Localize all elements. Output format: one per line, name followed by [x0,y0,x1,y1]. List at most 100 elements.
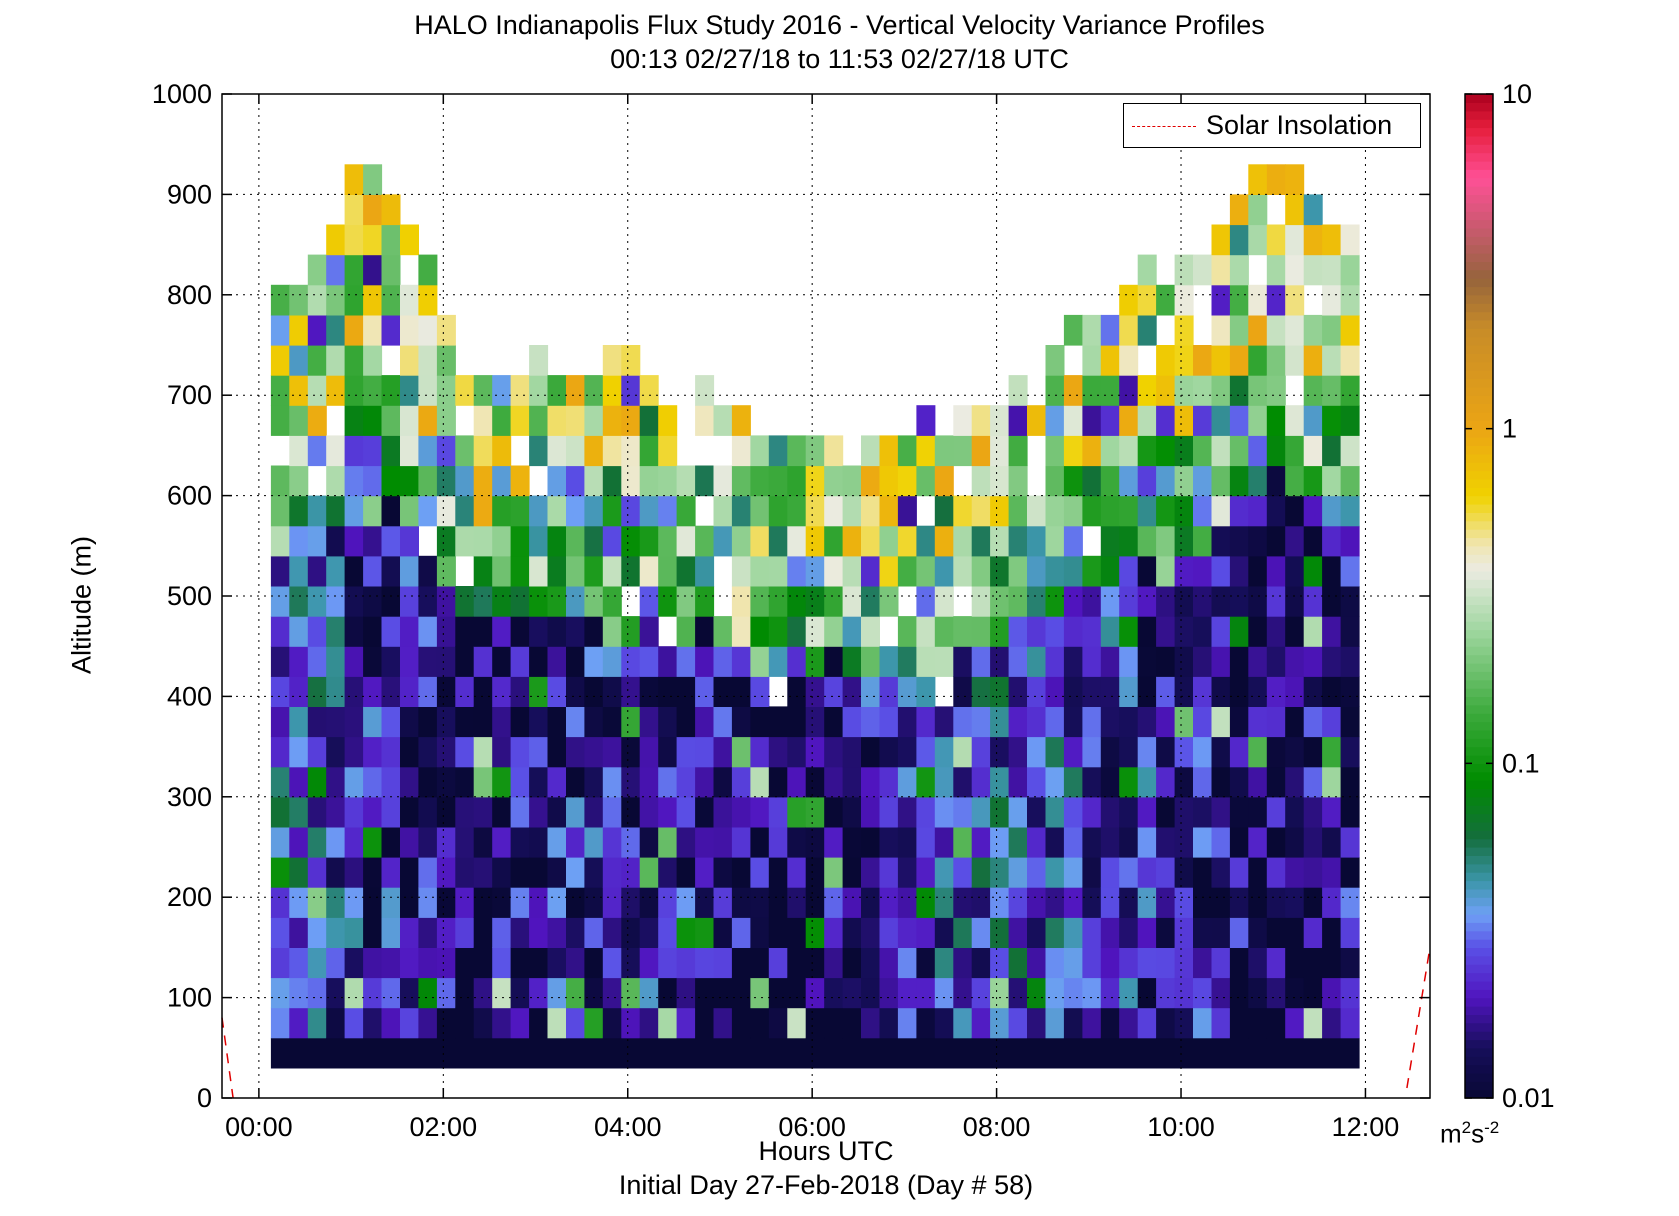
heatmap-cell [1303,616,1323,647]
colorbar-segment [1465,169,1493,179]
heatmap-cell [1229,495,1249,527]
heatmap-cell [805,1007,825,1039]
y-tick-label: 100 [167,983,212,1013]
heatmap-cell [418,706,438,738]
heatmap-cell [934,1007,954,1039]
heatmap-cell [400,435,419,467]
heatmap-cell [307,766,327,798]
heatmap-cell [381,676,401,707]
heatmap-cell [584,676,604,707]
heatmap-cell [1322,1037,1342,1069]
heatmap-cell [1174,314,1194,346]
heatmap-cell [1285,857,1305,888]
heatmap-cell [1156,887,1176,918]
heatmap-cell [529,977,549,1009]
heatmap-cell [824,736,844,768]
heatmap-cell [289,405,309,436]
heatmap-cell [1248,495,1268,527]
heatmap-cell [1266,796,1286,828]
heatmap-cell [1082,826,1102,858]
heatmap-cell [1193,706,1212,738]
heatmap-cell [897,435,917,467]
heatmap-cell [750,917,770,948]
heatmap-cell [676,887,696,918]
heatmap-cell [1303,1037,1323,1069]
heatmap-cell [436,947,456,979]
heatmap-cell [344,345,364,376]
heatmap-cell [1266,435,1286,467]
heatmap-cell [824,857,844,888]
heatmap-cell [1082,435,1102,467]
heatmap-cell [566,857,585,888]
heatmap-cell [1285,224,1305,256]
heatmap-cell [1229,947,1249,979]
heatmap-cell [1193,766,1212,798]
heatmap-cell [768,826,788,858]
heatmap-cell [1119,375,1139,406]
heatmap-cell [897,1007,917,1039]
heatmap-cell [1266,977,1286,1009]
heatmap-cell [861,586,880,617]
heatmap-cell [842,616,862,647]
heatmap-cell [1340,586,1360,617]
heatmap-cell [1340,465,1360,497]
colorbar-segment [1465,437,1493,446]
heatmap-cell [861,555,880,587]
heatmap-cell [1193,555,1212,587]
heatmap-cell [510,555,530,587]
heatmap-cell [436,465,456,497]
heatmap-cell [1303,435,1323,467]
colorbar-segment [1465,202,1493,212]
heatmap-cell [658,676,678,707]
heatmap-cell [1266,947,1286,979]
heatmap-cell [584,857,604,888]
heatmap-cell [1063,586,1083,617]
heatmap-cell [768,857,788,888]
heatmap-cell [639,495,659,527]
heatmap-cell [1193,345,1212,376]
heatmap-cell [916,706,936,738]
heatmap-cell [658,465,678,497]
heatmap-cell [1082,676,1102,707]
heatmap-cell [547,676,567,707]
heatmap-cell [658,405,678,436]
heatmap-cell [897,525,917,557]
heatmap-cell [400,314,419,346]
heatmap-cell [1045,796,1065,828]
heatmap-cell [1266,1007,1286,1039]
heatmap-cell [1340,766,1360,798]
heatmap-cell [492,405,512,436]
colorbar-segment [1465,1022,1493,1032]
colorbar-segment [1465,144,1493,154]
heatmap-cell [1137,676,1157,707]
heatmap-cell [547,555,567,587]
heatmap-cell [289,314,309,346]
y-tick-label: 700 [167,380,212,410]
heatmap-cell [584,465,604,497]
heatmap-cell [971,405,991,436]
heatmap-cell [1303,345,1323,376]
heatmap-cell [602,736,622,768]
heatmap-cell [344,646,364,677]
heatmap-cell [971,917,991,948]
heatmap-cell [344,616,364,647]
heatmap-cell [270,525,290,557]
heatmap-cell [1063,706,1083,738]
heatmap-cell [971,766,991,798]
heatmap-cell [381,465,401,497]
heatmap-cell [344,676,364,707]
heatmap-cell [805,525,825,557]
heatmap-cell [307,555,327,587]
heatmap-cell [861,826,880,858]
heatmap-cell [1266,887,1286,918]
heatmap-cell [731,435,751,467]
heatmap-cell [1340,706,1360,738]
heatmap-cell [1322,555,1342,587]
heatmap-cell [787,555,807,587]
heatmap-cell [1174,435,1194,467]
heatmap-cell [547,586,567,617]
heatmap-cell [400,706,419,738]
heatmap-cell [1248,194,1268,226]
heatmap-cell [1063,405,1083,436]
